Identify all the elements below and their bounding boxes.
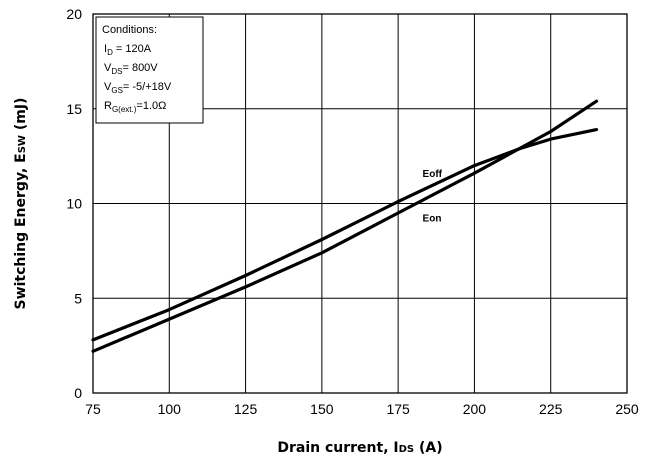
condition-line: VDS= 800V — [104, 62, 158, 76]
y-tick-label: 10 — [66, 196, 82, 212]
condition-line: VGS= -5/+18V — [104, 81, 172, 95]
conditions-box-frame — [95, 16, 204, 124]
series-line-eon — [91, 99, 599, 353]
tick-labels: 75 100 125 150 175 200 225 250 0 5 10 15 20 — [66, 6, 638, 417]
plot-frame — [92, 13, 628, 394]
series-line-eoff — [91, 128, 599, 342]
conditions-title: Conditions: — [102, 24, 157, 36]
y-tick-label: 5 — [74, 290, 82, 306]
x-axis-title: Drain current, IDS (A) — [277, 440, 442, 456]
x-tick-label: 200 — [463, 401, 487, 417]
series-label-eon: Eon — [423, 214, 442, 225]
y-axis-title: Switching Energy, ESW (mJ) — [13, 98, 29, 310]
y-tick-label: 0 — [74, 385, 82, 401]
y-tick-label: 20 — [66, 6, 82, 22]
conditions-box: Conditions: ID = 120A VDS= 800V VGS= -5/+18… — [95, 16, 204, 124]
x-tick-label: 250 — [615, 401, 639, 417]
x-tick-label: 125 — [234, 401, 258, 417]
x-tick-label: 75 — [85, 401, 101, 417]
condition-line: ID = 120A — [104, 43, 152, 57]
series-lines — [91, 99, 599, 353]
x-tick-label: 100 — [158, 401, 182, 417]
x-tick-label: 175 — [386, 401, 410, 417]
x-tick-label: 150 — [310, 401, 334, 417]
condition-line: RG(ext.)=1.0Ω — [104, 100, 166, 114]
grid — [93, 14, 627, 393]
y-tick-label: 15 — [66, 101, 82, 117]
series-labels: Eoff Eon — [423, 169, 443, 225]
x-tick-label: 225 — [539, 401, 563, 417]
series-label-eoff: Eoff — [423, 169, 443, 180]
